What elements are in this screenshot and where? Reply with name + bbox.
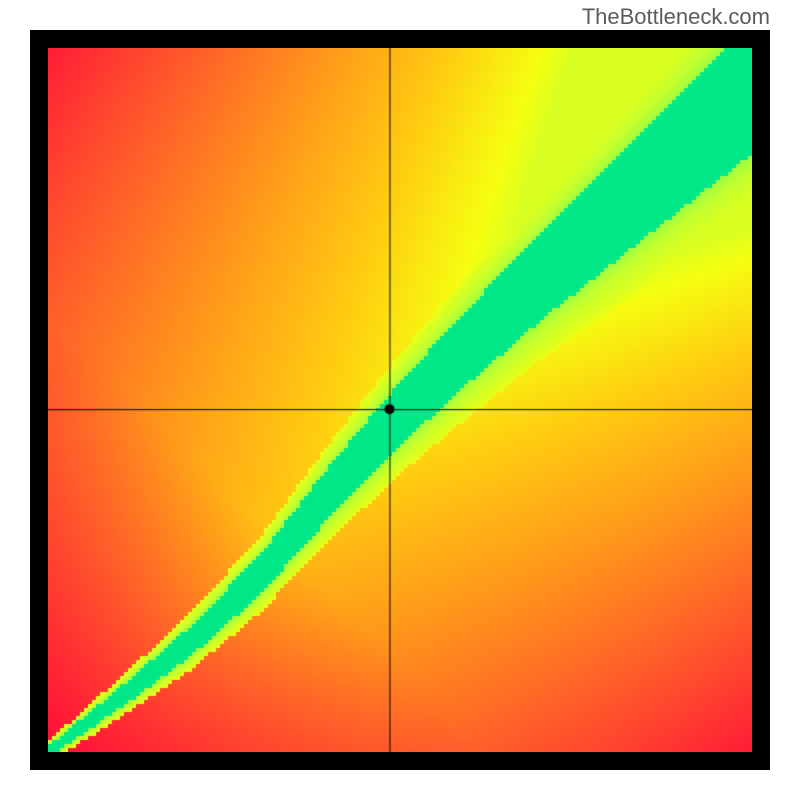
chart-container: TheBottleneck.com: [0, 0, 800, 800]
watermark-text: TheBottleneck.com: [582, 4, 770, 30]
plot-frame: [30, 30, 770, 770]
heatmap-canvas: [48, 48, 752, 752]
